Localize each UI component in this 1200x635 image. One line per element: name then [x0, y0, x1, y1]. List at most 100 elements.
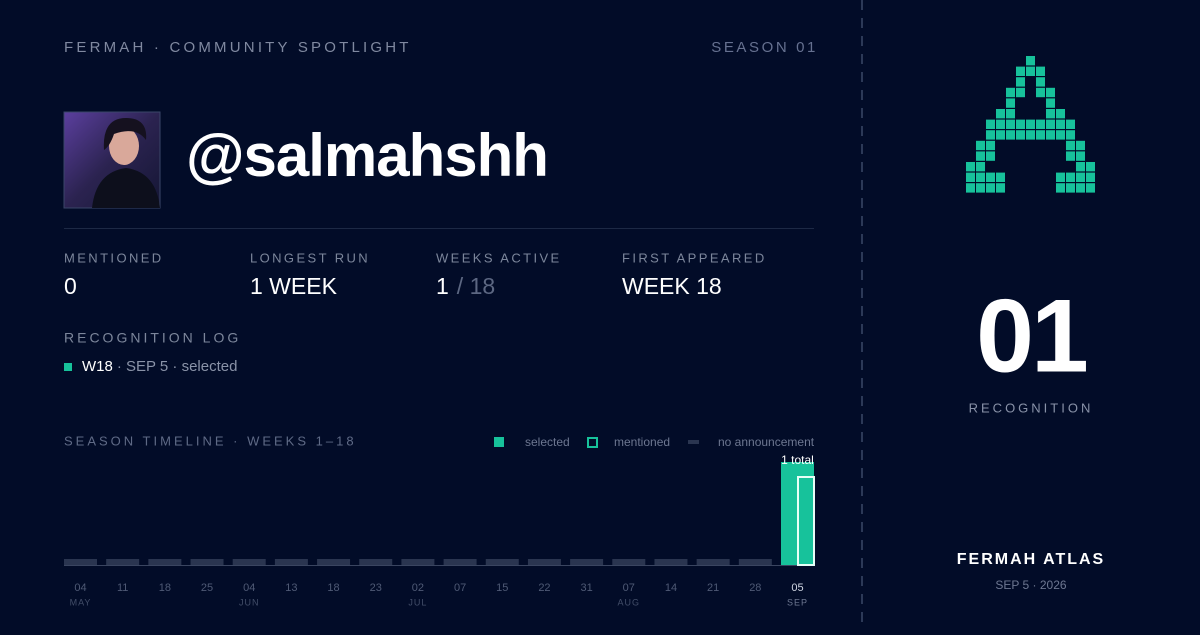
legend-swatch — [688, 440, 699, 444]
logo-pixel — [976, 140, 985, 151]
logo-pixel — [1016, 66, 1025, 76]
logo-pixel — [1046, 130, 1055, 140]
logo-pixel — [986, 140, 995, 151]
log-detail: · SEP 5 · selected — [117, 358, 238, 375]
logo-pixel — [1016, 77, 1025, 87]
x-tick-label: 28 — [749, 582, 761, 594]
value-label: 1 total — [781, 453, 814, 467]
logo-pixel — [966, 162, 975, 172]
logo-pixel — [976, 151, 985, 161]
avatar — [63, 111, 161, 209]
logo-pixel — [1076, 162, 1085, 172]
logo-pixel — [1006, 87, 1015, 98]
logo-pixel — [1026, 130, 1035, 140]
logo-pixel — [996, 130, 1005, 140]
logo-pixel — [1076, 151, 1085, 161]
logo-pixel — [1066, 172, 1075, 182]
bar — [401, 559, 435, 565]
logo-pixel — [1036, 130, 1045, 140]
logo-pixel — [1056, 119, 1065, 129]
legend-swatch — [494, 437, 504, 447]
stat-number: 1 WEEK — [250, 273, 338, 299]
logo-pixel — [1056, 172, 1065, 182]
logo-pixel — [1046, 109, 1055, 119]
logo-pixel — [976, 183, 985, 193]
avatar-face — [109, 127, 139, 165]
logo-pixel — [1056, 130, 1065, 140]
x-tick-label: 07 — [454, 582, 466, 594]
logo — [966, 56, 1095, 193]
logo-pixel — [1066, 119, 1075, 129]
month-label: JUN — [239, 597, 260, 607]
logo-pixel — [1026, 66, 1035, 76]
logo-pixel — [996, 119, 1005, 129]
logo-pixel — [1036, 119, 1045, 129]
logo-pixel — [1076, 172, 1085, 182]
log-week: W18 — [82, 358, 113, 375]
logo-pixel — [1086, 172, 1095, 182]
logo-pixel — [1006, 98, 1015, 108]
bar — [485, 559, 519, 565]
bar — [106, 559, 140, 565]
count: 01 — [976, 278, 1086, 394]
logo-pixel — [976, 162, 985, 172]
log-title: RECOGNITION LOG — [64, 330, 241, 346]
logo-pixel — [986, 172, 995, 182]
logo-pixel — [1066, 151, 1075, 161]
timeline: SEASON TIMELINE · WEEKS 1–18 selected ment… — [64, 433, 815, 607]
month-label: MAY — [70, 597, 92, 607]
x-tick-label: 07 — [623, 582, 635, 594]
bar — [148, 559, 182, 565]
x-tick-label: 13 — [285, 582, 297, 594]
month-label: JUL — [408, 597, 427, 607]
season: SEASON 01 — [711, 39, 818, 56]
x-tick-label: 25 — [201, 582, 213, 594]
x-tick-label: 04 — [243, 582, 255, 594]
bar — [527, 559, 561, 565]
logo-pixel — [1046, 87, 1055, 98]
x-tick-label: 23 — [370, 582, 382, 594]
avatar-hair — [103, 118, 147, 150]
logo-pixel — [976, 172, 985, 182]
log-entry: W18 · SEP 5 · selected — [82, 358, 237, 375]
bar — [359, 559, 393, 565]
log: W18 · SEP 5 · selected — [64, 358, 237, 375]
logo-pixel — [986, 130, 995, 140]
logo-pixel — [996, 183, 1005, 193]
bar — [190, 559, 224, 565]
bar — [443, 559, 477, 565]
logo-pixel — [1026, 119, 1035, 129]
stat-label: WEEKS ACTIVE — [436, 250, 562, 265]
x-tick-label: 18 — [159, 582, 171, 594]
bar — [612, 559, 646, 565]
bar — [738, 559, 772, 565]
x-tick-label: 11 — [117, 582, 128, 594]
logo-pixel — [1006, 109, 1015, 119]
logo-pixel — [1036, 66, 1045, 76]
legend-label: no announcement — [718, 435, 815, 449]
stats: MENTIONED 0 LONGEST RUN 1 WEEK WEEKS ACTIVE 1… — [64, 250, 764, 299]
stat-suffix: / 18 — [457, 273, 495, 299]
stat-value: WEEK 18 — [622, 273, 722, 299]
stat-value: 1 WEEK — [250, 273, 338, 299]
logo-pixel — [966, 172, 975, 182]
chart-title: SEASON TIMELINE · WEEKS 1–18 — [64, 433, 357, 448]
logo-pixel — [1006, 130, 1015, 140]
logo-pixel — [1016, 130, 1025, 140]
log-marker — [64, 363, 72, 371]
x-tick-label: 22 — [538, 582, 550, 594]
brand: FERMAH · COMMUNITY SPOTLIGHT — [64, 39, 412, 56]
logo-pixel — [1056, 109, 1065, 119]
handle: @salmahshh — [186, 122, 548, 189]
bar — [232, 559, 266, 565]
logo-pixel — [1046, 119, 1055, 129]
logo-pixel — [1036, 77, 1045, 87]
legend-swatch — [587, 437, 598, 448]
avatar-body — [92, 168, 160, 208]
aside-date: SEP 5 · 2026 — [995, 578, 1066, 592]
legend-label: selected — [525, 435, 570, 449]
logo-pixel — [1026, 56, 1035, 66]
logo-pixel — [1076, 183, 1085, 193]
